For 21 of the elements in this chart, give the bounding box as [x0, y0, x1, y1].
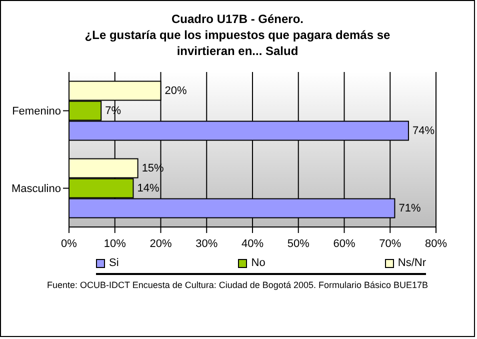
y-tick-label: Masculino: [11, 183, 61, 196]
legend-label: Ns/Nr: [396, 257, 426, 269]
y-tick-label: Femenino: [12, 106, 61, 118]
chart-title: Cuadro U17B - Género.: [170, 11, 305, 27]
data-label: 74%: [412, 124, 435, 137]
source-note: Fuente: OCUB-IDCT Encuesta de Cultura: Ciudad de Bogotá 2005. Formulario Básico BUE17B: [46, 280, 430, 290]
x-tick-label: 60%: [333, 238, 356, 250]
legend-label: Si: [108, 257, 119, 269]
x-tick-label: 80%: [424, 238, 448, 250]
x-tick-label: 20%: [150, 238, 172, 250]
x-tick-label: 10%: [104, 238, 126, 250]
data-label: 14%: [137, 182, 160, 194]
x-tick-label: 70%: [379, 238, 402, 250]
chart-subtitle: ¿Le gustaría que los impuestos que pagara demás se invirtieran en... Salud: [84, 27, 392, 59]
x-tick-label: 40%: [241, 238, 264, 250]
x-tick-label: 0%: [61, 238, 78, 250]
x-tick-label: 30%: [196, 238, 218, 250]
data-label: 20%: [164, 84, 187, 97]
legend-label: No: [250, 257, 266, 269]
x-tick-label: 50%: [287, 238, 310, 250]
data-label: 71%: [398, 202, 421, 214]
